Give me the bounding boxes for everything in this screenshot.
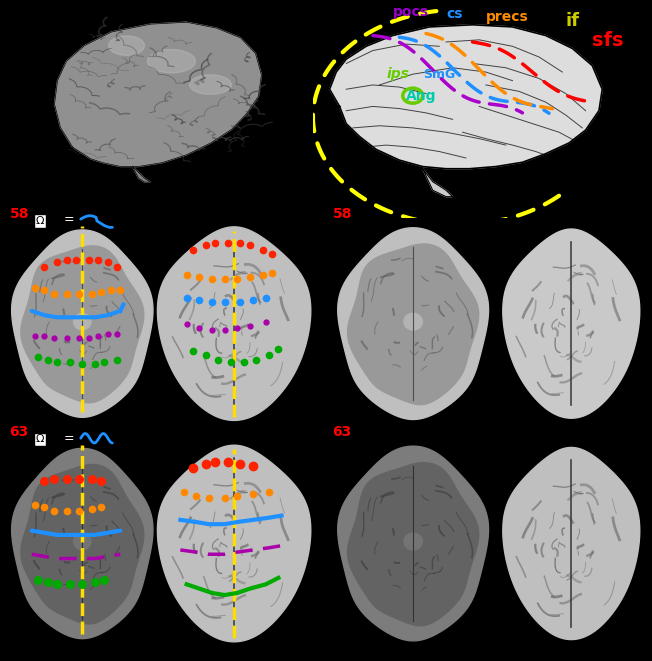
Polygon shape [503, 229, 640, 418]
Text: =: = [63, 214, 74, 227]
Text: 58: 58 [10, 207, 29, 221]
Polygon shape [157, 227, 311, 420]
Text: ips: ips [386, 67, 409, 81]
Text: sfs: sfs [592, 31, 624, 50]
Text: SmG: SmG [422, 69, 455, 81]
Polygon shape [55, 22, 261, 167]
Polygon shape [132, 167, 151, 182]
Text: precs: precs [486, 10, 529, 24]
Ellipse shape [404, 533, 422, 550]
Polygon shape [21, 465, 144, 624]
Text: pocs: pocs [393, 5, 429, 19]
Ellipse shape [74, 533, 91, 550]
Ellipse shape [147, 50, 196, 73]
Text: Ang: Ang [406, 89, 437, 103]
Text: Ω: Ω [35, 434, 44, 444]
Polygon shape [12, 230, 153, 417]
Text: if: if [566, 12, 580, 30]
Ellipse shape [404, 313, 422, 330]
Polygon shape [348, 463, 479, 626]
Polygon shape [21, 246, 144, 403]
Polygon shape [338, 446, 488, 641]
Ellipse shape [108, 36, 145, 56]
Text: 63: 63 [10, 425, 29, 439]
Text: cs: cs [446, 7, 462, 20]
Text: =: = [63, 432, 74, 445]
Polygon shape [338, 228, 488, 420]
Text: Ω: Ω [35, 216, 44, 226]
Text: 63: 63 [333, 425, 351, 439]
Ellipse shape [74, 313, 91, 330]
Text: 58: 58 [333, 207, 352, 221]
Polygon shape [422, 169, 452, 197]
Polygon shape [329, 24, 602, 169]
Polygon shape [503, 447, 640, 640]
Polygon shape [12, 448, 153, 639]
Polygon shape [348, 244, 479, 405]
Polygon shape [157, 446, 311, 642]
Ellipse shape [190, 75, 231, 95]
